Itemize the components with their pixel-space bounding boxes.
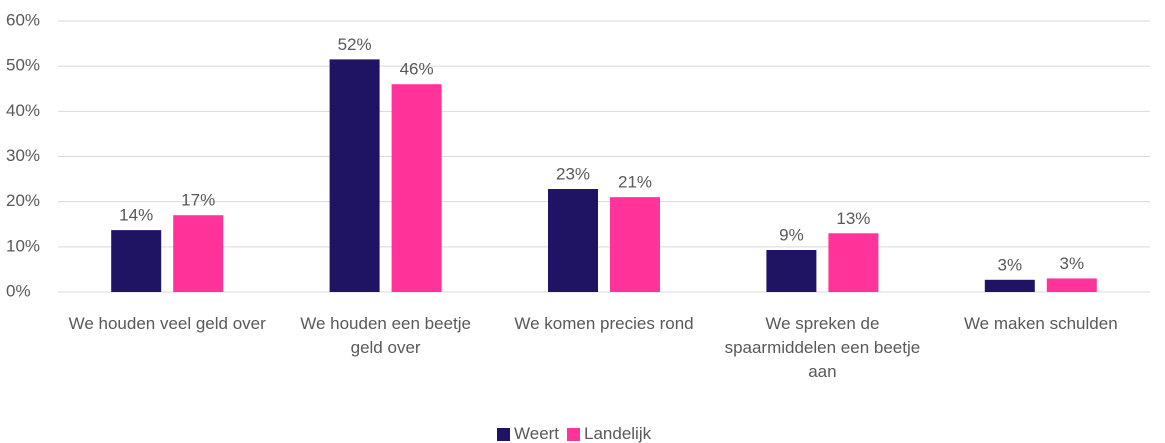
bar: [766, 249, 817, 292]
data-label: 3%: [1060, 254, 1085, 273]
x-tick-label: We komen precies rond: [514, 314, 694, 333]
y-tick-label: 20%: [6, 191, 40, 210]
x-tick-label: We spreken de spaarmiddelen een beetje a…: [724, 314, 921, 381]
bar: [111, 230, 162, 292]
legend-swatch: [567, 427, 580, 441]
bar: [984, 279, 1035, 292]
y-tick-label: 50%: [6, 56, 40, 75]
bar: [828, 233, 879, 292]
data-label: 23%: [556, 165, 590, 184]
data-label: 52%: [338, 35, 372, 54]
legend-label: Weert: [514, 424, 560, 443]
y-tick-label: 30%: [6, 146, 40, 165]
legend-label: Landelijk: [584, 424, 652, 443]
y-tick-label: 0%: [6, 281, 31, 300]
bar: [329, 59, 380, 293]
bar: [173, 215, 224, 292]
bar: [1046, 278, 1097, 292]
x-tick-label: We houden veel geld over: [68, 314, 266, 333]
data-label: 9%: [779, 225, 804, 244]
data-label: 13%: [836, 209, 870, 228]
legend-item: Landelijk: [567, 424, 651, 443]
y-tick-label: 60%: [6, 10, 40, 29]
legend-swatch: [497, 427, 510, 441]
bar: [610, 197, 660, 292]
x-tick-label: We maken schulden: [963, 314, 1118, 333]
y-tick-label: 40%: [6, 101, 40, 120]
data-label: 3%: [998, 255, 1023, 274]
data-label: 14%: [119, 206, 153, 225]
bar: [391, 84, 442, 292]
data-label: 17%: [181, 191, 215, 210]
legend-item: Weert: [497, 424, 559, 443]
y-tick-label: 10%: [6, 236, 40, 255]
x-tick-label: We houden een beetje geld over: [300, 314, 471, 357]
data-label: 21%: [618, 173, 652, 192]
bar: [548, 189, 598, 292]
data-label: 46%: [400, 60, 434, 79]
